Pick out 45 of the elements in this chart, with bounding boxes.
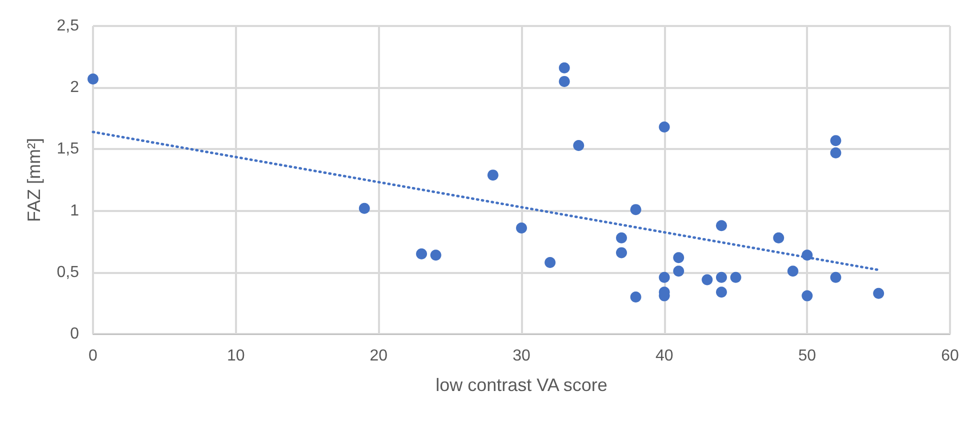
point <box>558 62 570 74</box>
x-tick-label: 60 <box>941 348 959 364</box>
point <box>630 204 642 216</box>
point <box>616 232 627 244</box>
point <box>802 290 813 302</box>
point <box>730 272 742 283</box>
point <box>544 257 556 268</box>
point <box>416 248 428 260</box>
point <box>716 286 727 298</box>
point <box>616 247 627 258</box>
point <box>658 272 670 283</box>
point <box>716 272 727 283</box>
y-tick-label: 1,5 <box>56 140 80 158</box>
x-tick-label: 10 <box>226 348 245 364</box>
point <box>830 147 842 158</box>
y-axis-title: FAZ [mm²] <box>24 138 44 222</box>
x-axis-title: low contrast VA score <box>436 375 608 395</box>
point <box>358 202 370 214</box>
point <box>516 222 527 234</box>
y-tick-label: 0 <box>70 326 80 342</box>
x-tick-label: 0 <box>88 348 98 364</box>
x-tick-label: 30 <box>512 348 530 364</box>
point <box>673 252 684 264</box>
y-tick-label: 0,5 <box>56 264 80 281</box>
point <box>430 250 442 261</box>
point <box>558 76 570 87</box>
point <box>787 266 798 277</box>
point <box>487 170 498 181</box>
point <box>830 272 842 283</box>
point <box>673 266 684 277</box>
point <box>773 232 784 244</box>
point <box>830 135 842 146</box>
point <box>873 288 884 299</box>
point <box>630 292 642 303</box>
y-tick-label: 2,5 <box>56 18 80 34</box>
y-tick-label: 1 <box>70 202 80 220</box>
y-tick-label: 2 <box>70 79 80 96</box>
x-tick-label: 50 <box>798 348 816 364</box>
point <box>716 220 727 232</box>
point <box>658 122 670 133</box>
point <box>702 274 713 286</box>
x-tick-label: 40 <box>655 348 674 364</box>
x-tick-label: 20 <box>370 348 388 364</box>
point <box>573 140 584 151</box>
point <box>88 73 98 84</box>
